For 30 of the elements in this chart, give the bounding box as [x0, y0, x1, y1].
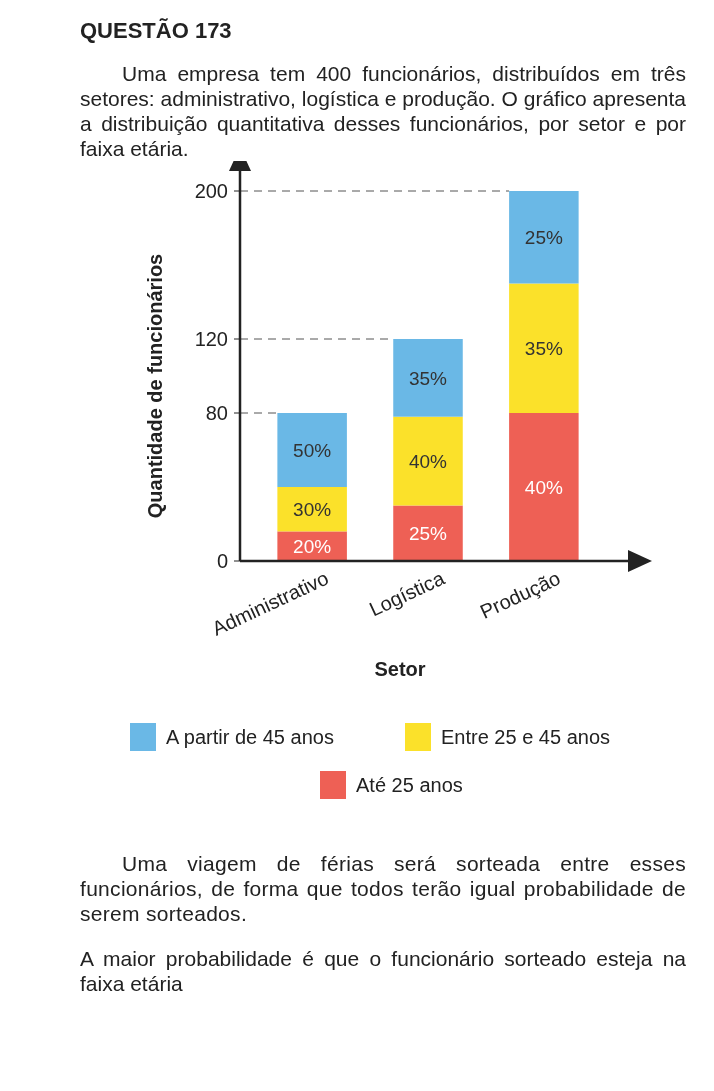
legend-label: Entre 25 e 45 anos: [441, 726, 611, 748]
y-tick-label: 80: [205, 402, 228, 424]
chart-title: QUESTÃO 173: [80, 17, 233, 43]
annotation: 20%: [293, 536, 332, 558]
y-tick-label: 0: [216, 550, 228, 572]
legend-label: A partir de 45 anos: [166, 726, 334, 748]
annotation: 25%: [408, 523, 448, 545]
annotation: 30%: [293, 499, 332, 521]
legend-label: Até 25 anos: [356, 774, 463, 796]
bar: [277, 487, 347, 532]
annotation: 35%: [524, 338, 563, 360]
y-axis-title: Quantidade de funcionários: [144, 253, 166, 519]
bar: [277, 413, 347, 487]
text: Uma viagem de férias será sorteada entre esses funcionários, de forma que todos terão igual probabilidade de serem sorteados.: [80, 851, 686, 926]
text: A maior probabilidade é que o funcionário sorteado esteja na faixa etária: [80, 946, 686, 996]
chart-subtitle: Uma empresa tem 400 funcionários, distribuídos em três setores: administrativo, logística e produção. O gráfico apresenta a distribuição quantitativa desses funcionários, por setor e por faixa etária.: [80, 61, 686, 161]
bar: [393, 339, 463, 417]
bar: [509, 413, 579, 561]
y-tick-label: 120: [194, 328, 228, 350]
y-tick-label: 200: [194, 180, 228, 202]
bar: [393, 416, 463, 506]
annotation: 50%: [293, 440, 332, 461]
bar: [509, 283, 579, 413]
bar: [393, 505, 463, 561]
x-axis-title: Setor: [374, 658, 426, 680]
annotation: 35%: [408, 367, 448, 389]
annotation: 25%: [524, 227, 563, 249]
bar: [509, 191, 579, 284]
annotation: 40%: [524, 477, 563, 498]
annotation: 40%: [408, 451, 448, 473]
